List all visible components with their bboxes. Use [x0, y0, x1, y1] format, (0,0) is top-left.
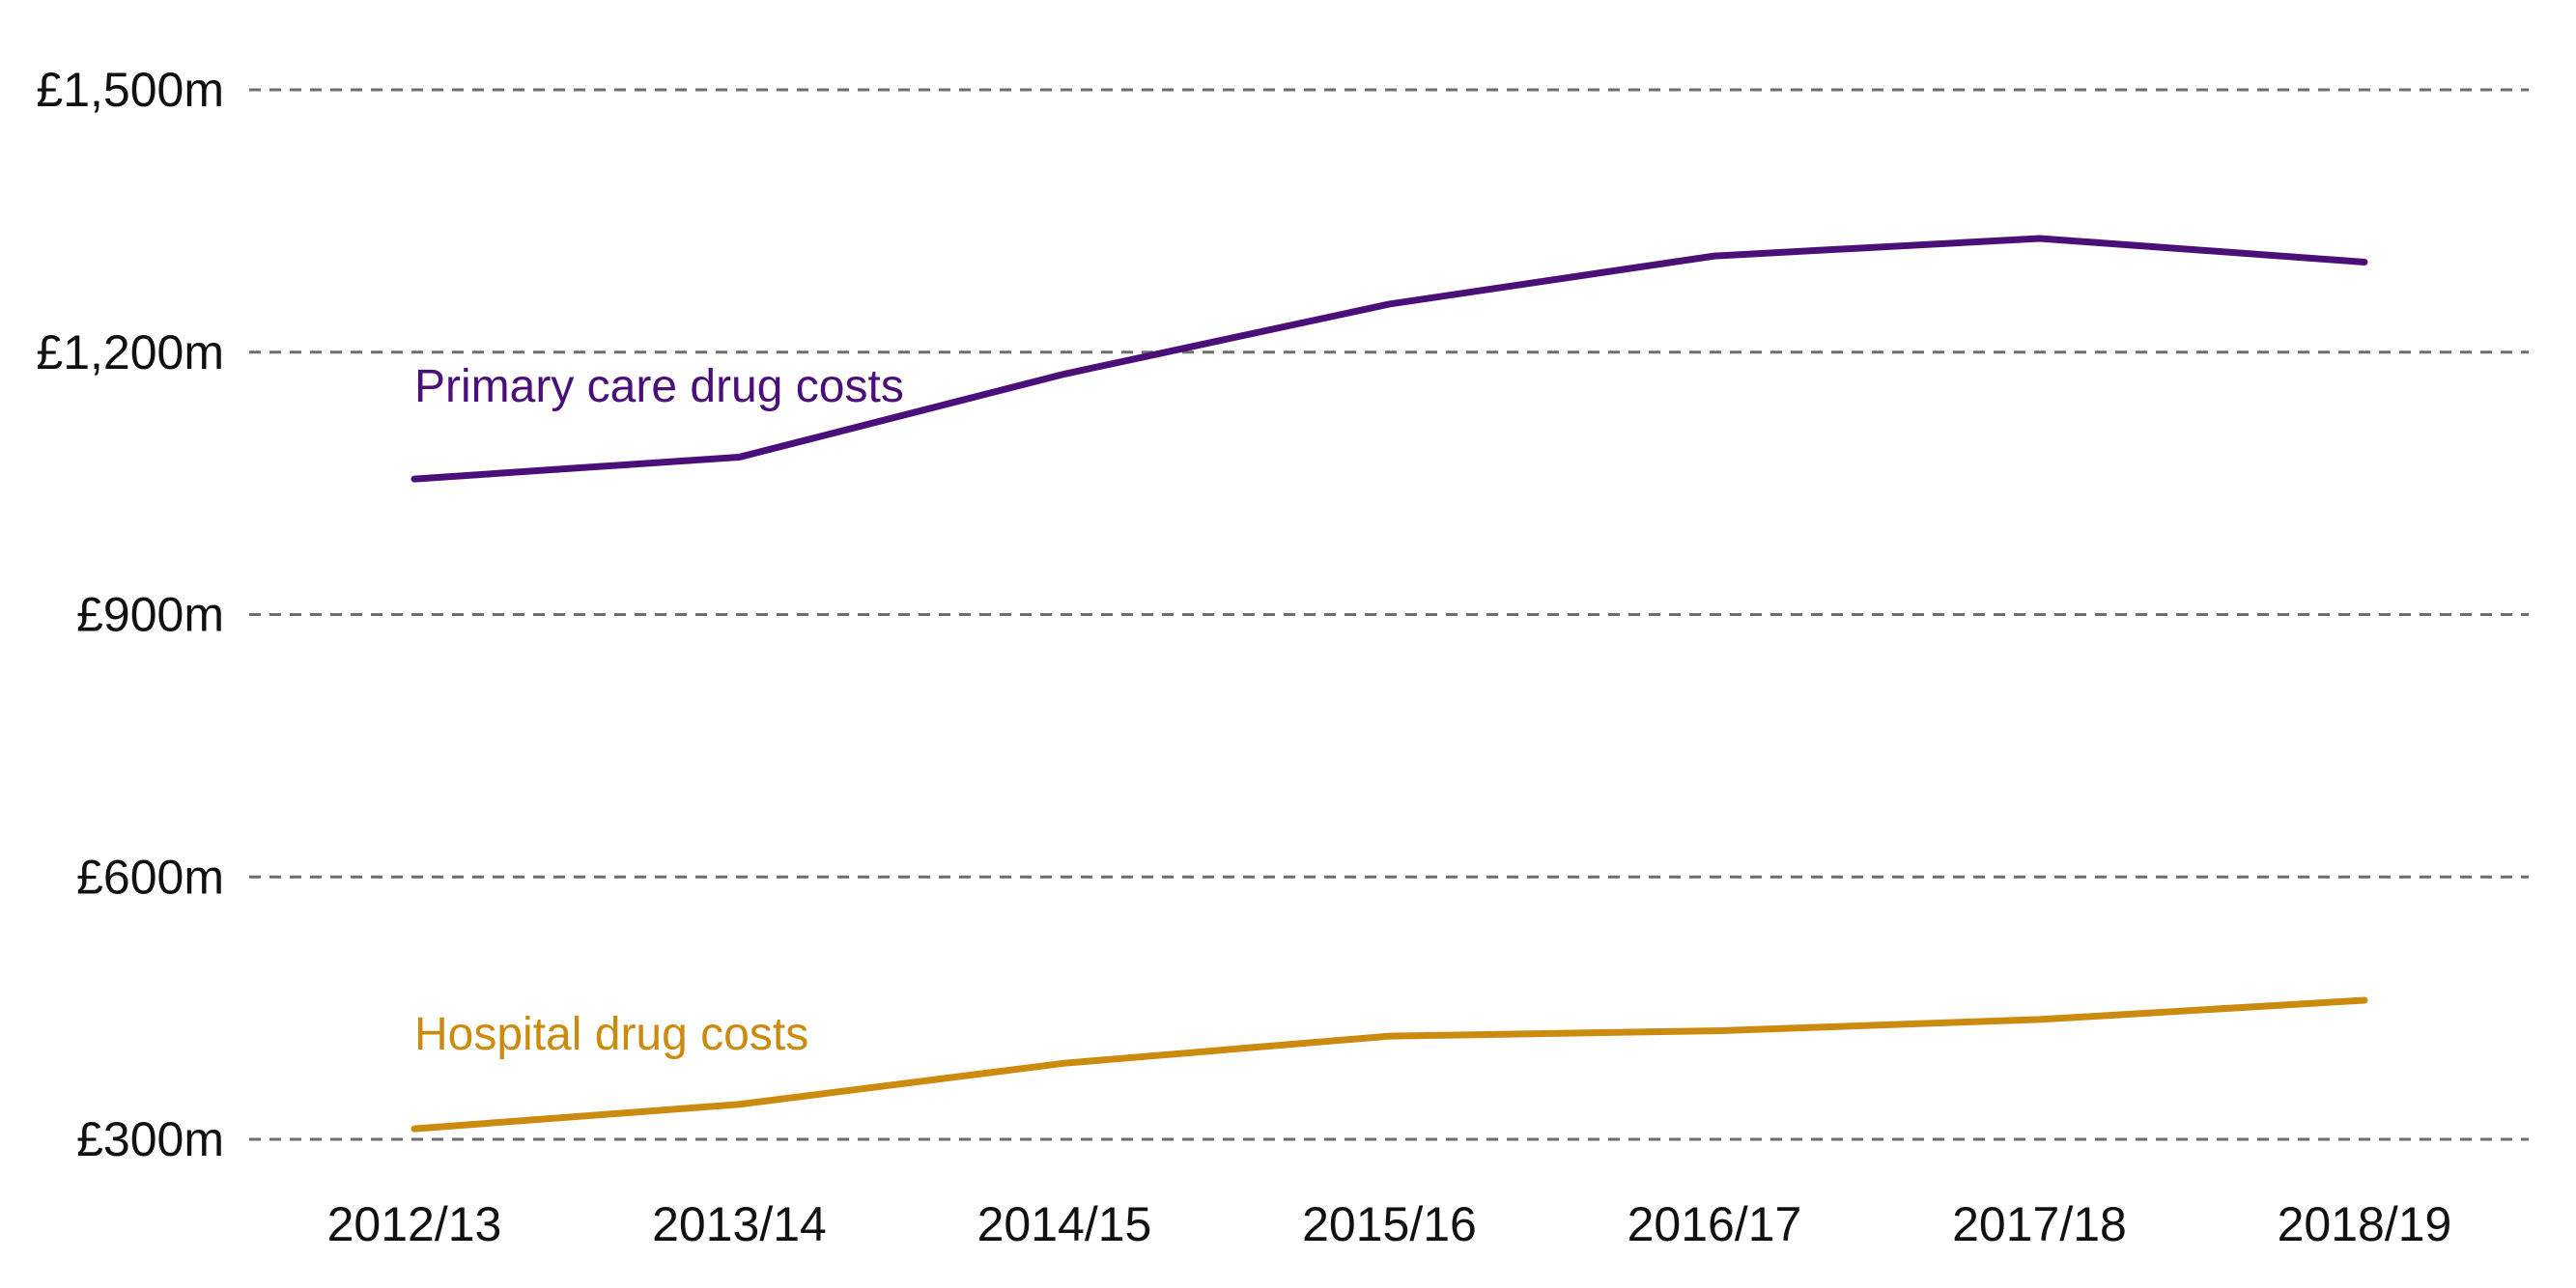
y-tick-label: £1,200m: [36, 325, 224, 379]
series-line: [410, 996, 2368, 1133]
x-tick-label: 2016/17: [1628, 1197, 1802, 1251]
x-axis-tick-labels: 2012/13 2013/14 2014/15 2015/16 2016/17 2017/…: [327, 1197, 2452, 1251]
series-label: Primary care drug costs: [414, 361, 904, 412]
x-tick-label: 2017/18: [1952, 1197, 2127, 1251]
y-tick-label: £600m: [76, 850, 224, 904]
y-tick-label: £900m: [76, 588, 224, 642]
series-lines: [410, 235, 2368, 1133]
x-tick-label: 2012/13: [327, 1197, 502, 1251]
y-axis-tick-labels: £300m £600m £900m £1,200m £1,500m: [36, 63, 224, 1166]
x-tick-label: 2018/19: [2278, 1197, 2452, 1251]
series-labels: Primary care drug costs Hospital drug cos…: [414, 361, 904, 1060]
y-tick-label: £1,500m: [36, 63, 224, 117]
series-line: [410, 235, 2368, 483]
gridlines: [249, 88, 2529, 1141]
series-label: Hospital drug costs: [414, 1009, 808, 1060]
x-tick-label: 2014/15: [977, 1197, 1152, 1251]
x-tick-label: 2013/14: [652, 1197, 827, 1251]
x-tick-label: 2015/16: [1302, 1197, 1477, 1251]
y-tick-label: £300m: [76, 1112, 224, 1166]
